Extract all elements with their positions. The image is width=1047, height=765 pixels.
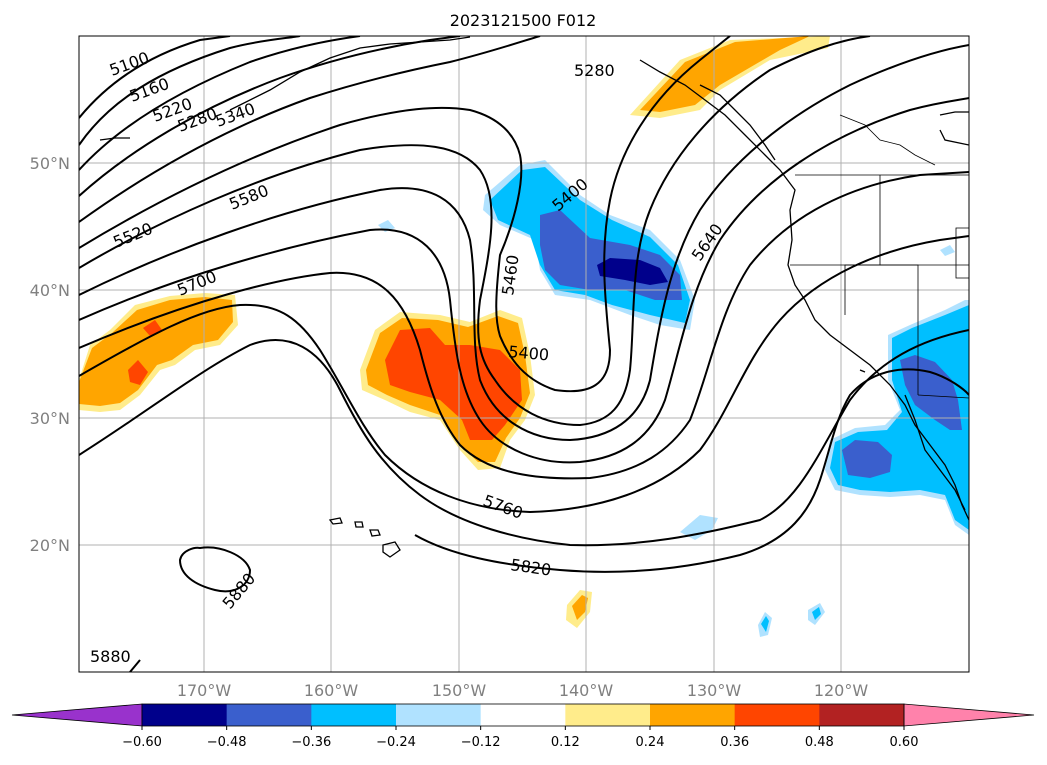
colorbar-tick-label: −0.24: [376, 735, 416, 750]
colorbar-tick-label: −0.36: [291, 735, 331, 750]
contour-label: 5760: [481, 491, 526, 523]
contour-label: 5280: [574, 61, 615, 80]
lat-label-50n: 50°N: [30, 154, 70, 173]
colorbar-tick-label: 0.12: [551, 735, 580, 750]
lon-label-150w: 150°W: [432, 681, 487, 700]
coastlines: [99, 36, 969, 558]
lon-label-140w: 140°W: [559, 681, 614, 700]
contour-label: 5160: [127, 74, 172, 106]
colorbar-tick-label: 0.24: [636, 735, 665, 750]
contour-label: 5880: [90, 647, 131, 666]
colorbar-cell: [650, 704, 736, 726]
lon-label-170w: 170°W: [177, 681, 232, 700]
height-contours: [79, 36, 969, 672]
contour-labels: 5100 5160 5220 5280 5340 5580 5520 5700 …: [90, 48, 727, 666]
colorbar-cell: [396, 704, 482, 726]
colorbar-cell: [311, 704, 397, 726]
colorbar-tick-label: −0.60: [122, 735, 162, 750]
lat-label-40n: 40°N: [30, 281, 70, 300]
colorbar-tick-label: 0.48: [805, 735, 834, 750]
map-area: 5100 5160 5220 5280 5340 5580 5520 5700 …: [79, 36, 969, 672]
contour-label: 5640: [688, 220, 727, 264]
colorbar-cell: [734, 704, 820, 726]
contour-label: 5100: [107, 48, 152, 80]
contour-label: 5820: [509, 555, 552, 579]
colorbar-cell: [565, 704, 651, 726]
lat-label-20n: 20°N: [30, 536, 70, 555]
colorbar-extend-high: [903, 703, 1035, 727]
colorbar-cell: [226, 704, 312, 726]
colorbar-cell: [480, 704, 566, 726]
latitude-labels: 50°N 40°N 30°N 20°N: [30, 154, 70, 555]
colorbar-extend-low: [11, 703, 143, 727]
colorbar-tick-label: −0.12: [461, 735, 501, 750]
colorbar-cell: [819, 704, 905, 726]
map-title: 2023121500 F012: [450, 11, 597, 30]
colorbar: −0.60 −0.48 −0.36 −0.24 −0.12 0.12 0.24 0.36 0.4…: [11, 703, 1035, 750]
graticule: [79, 36, 969, 672]
colorbar-tick-label: −0.48: [207, 735, 247, 750]
contour-label: 5400: [508, 342, 550, 364]
lat-label-30n: 30°N: [30, 409, 70, 428]
lon-label-130w: 130°W: [687, 681, 742, 700]
colorbar-tick-label: 0.60: [890, 735, 919, 750]
map-frame: [78, 35, 970, 673]
lon-label-160w: 160°W: [304, 681, 359, 700]
contour-label: 5520: [110, 219, 155, 252]
colorbar-frame: [141, 703, 905, 727]
colorbar-cell: [142, 704, 228, 726]
longitude-labels: 170°W 160°W 150°W 140°W 130°W 120°W: [177, 681, 869, 700]
colorbar-tick-label: 0.36: [720, 735, 749, 750]
lon-label-120w: 120°W: [814, 681, 869, 700]
